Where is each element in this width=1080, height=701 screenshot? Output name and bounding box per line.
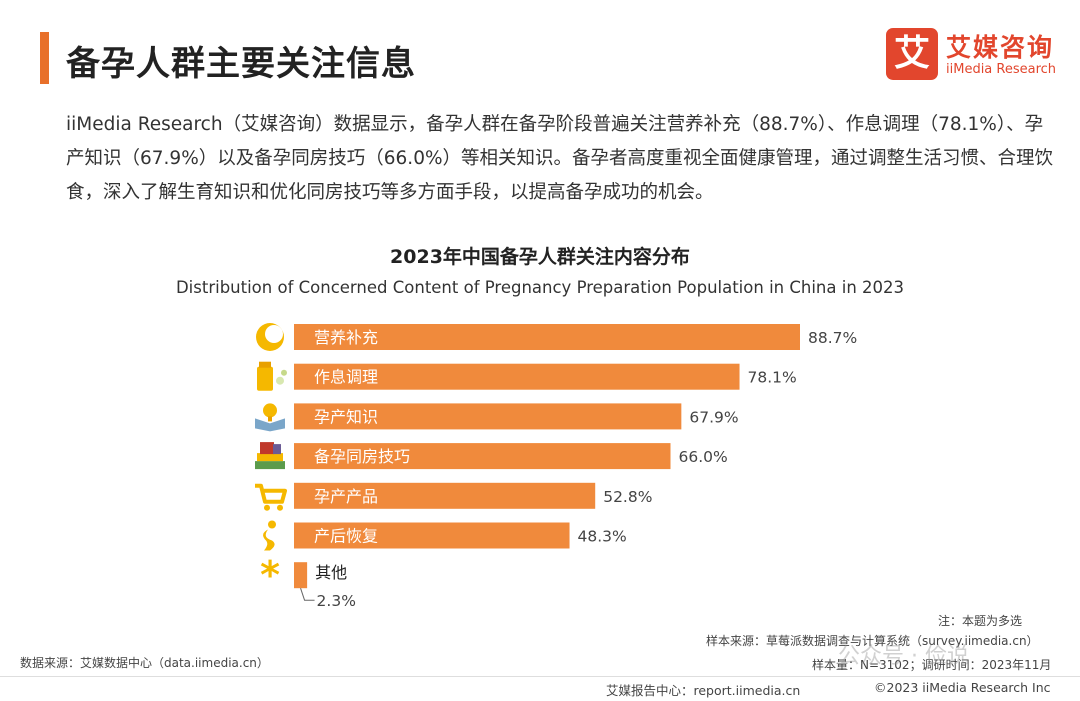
asterisk-icon: *	[260, 553, 280, 597]
bar-0	[294, 324, 800, 350]
title-accent-bar	[40, 32, 49, 84]
logo-name-cn: 艾媒咨询	[946, 33, 1055, 62]
value-label-0: 88.7%	[808, 329, 857, 347]
watermark: 公众号 · 俭说	[838, 644, 969, 669]
value-label-6: 2.3%	[317, 592, 356, 610]
category-label-5: 产后恢复	[314, 527, 378, 546]
value-label-5: 48.3%	[578, 528, 627, 546]
footer-report-link: 艾媒报告中心：report.iimedia.cn	[606, 683, 801, 698]
intro-paragraph: iiMedia Research（艾媒咨询）数据显示，备孕人群在备孕阶段普遍关注…	[66, 114, 1054, 203]
note-sample-source: 样本来源：草莓派数据调查与计算系统（survey.iimedia.cn）	[706, 634, 1039, 648]
footer-divider	[0, 676, 1080, 677]
shopping-cart-icon	[255, 483, 287, 511]
logo-name-en: iiMedia Research	[946, 62, 1057, 77]
value-label-4: 52.8%	[603, 488, 652, 506]
bar-6	[294, 562, 308, 589]
moon-pill-icon	[256, 323, 284, 351]
nutrition-bottle-icon	[257, 361, 287, 391]
note-multi-select: 注：本题为多选	[938, 614, 1023, 628]
bar-5	[294, 522, 570, 549]
category-label-2: 孕产知识	[314, 407, 378, 426]
books-stack-icon	[255, 442, 285, 470]
bar-2	[294, 403, 682, 430]
bar-1	[294, 363, 740, 390]
book-icon	[255, 403, 285, 432]
value-leader-line-6	[300, 588, 315, 601]
bar-3	[294, 443, 671, 470]
figure-icon	[263, 520, 276, 551]
category-label-3: 备孕同房技巧	[314, 447, 410, 466]
value-label-3: 66.0%	[679, 448, 728, 466]
page-title: 备孕人群主要关注信息	[66, 44, 416, 84]
chart-subtitle: Distribution of Concerned Content of Pre…	[175, 278, 905, 297]
category-label-4: 孕产产品	[314, 487, 378, 506]
bar-4	[294, 482, 596, 509]
value-label-1: 78.1%	[748, 369, 797, 387]
category-label-6: 其他	[315, 563, 347, 582]
logo-mark-icon: 艾	[886, 28, 938, 80]
category-label-1: 作息调理	[314, 368, 378, 387]
brand-logo: 艾 艾媒咨询 iiMedia Research	[886, 28, 1062, 84]
footer-copyright: ©2023 iiMedia Research Inc	[874, 680, 1051, 695]
category-label-0: 营养补充	[314, 328, 378, 347]
note-data-source: 数据来源：艾媒数据中心（data.iimedia.cn）	[20, 656, 269, 670]
note-sample-size: 样本量：N=3102；调研时间：2023年11月	[812, 658, 1052, 672]
chart-title: 2023年中国备孕人群关注内容分布	[390, 246, 690, 268]
value-label-2: 67.9%	[689, 408, 738, 426]
